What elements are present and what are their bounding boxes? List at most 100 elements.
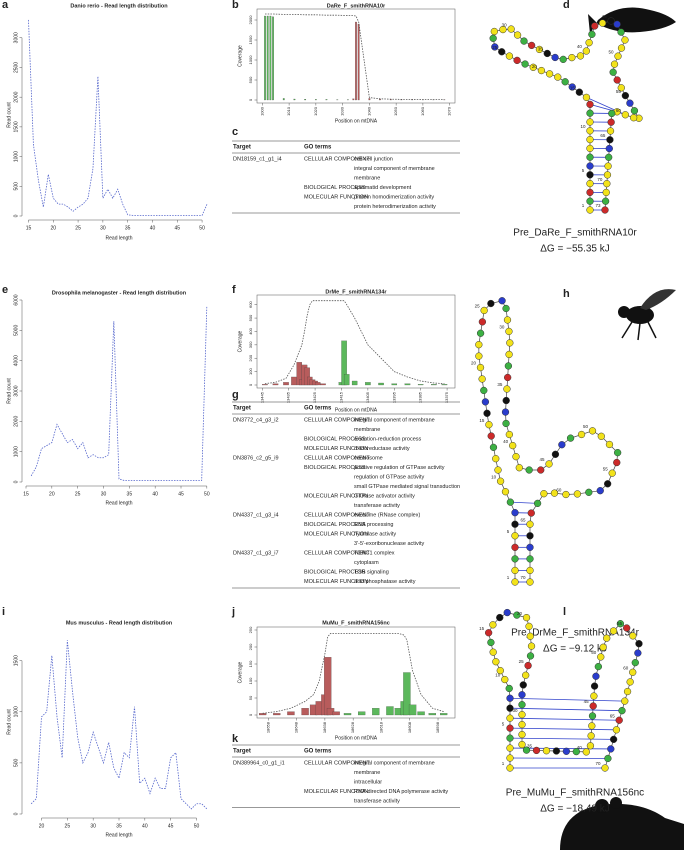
target-id: DN389964_c0_g1_i1 [233, 760, 285, 766]
coverage-line [264, 300, 445, 385]
bar [379, 99, 381, 101]
nucleotide [618, 707, 626, 715]
nucleotide [599, 643, 607, 651]
nucleotide [480, 386, 488, 395]
go-category: BIOLOGICAL PROCESS [304, 569, 366, 575]
go-term: integral component of membrane [354, 417, 435, 423]
base-pair [509, 707, 622, 712]
go-category: MOLECULAR FUNCTION [304, 493, 368, 499]
panel-label: h [563, 288, 570, 300]
go-term: centrosome [354, 455, 383, 461]
nucleotide [545, 460, 553, 468]
y-axis-label: Read count [6, 378, 12, 404]
nucleotide [552, 747, 561, 755]
nucleotide [588, 427, 597, 435]
nucleotide [588, 712, 597, 720]
line-series [28, 19, 208, 216]
nucleotide [526, 578, 534, 586]
x-tick-label: 40 [142, 823, 148, 829]
y-tick-label: 150 [248, 660, 253, 667]
y-tick-label: 2000 [13, 416, 19, 427]
nucleotide [621, 111, 629, 119]
bar [352, 98, 355, 101]
nucleotide [526, 566, 534, 575]
y-tick-label: 5000 [13, 325, 19, 336]
go-category: BIOLOGICAL PROCESS [304, 522, 366, 528]
nucleotide [597, 432, 605, 440]
line-series [30, 640, 208, 810]
nucleotide [478, 375, 486, 383]
nucleotide [496, 666, 504, 675]
position-label: 25 [519, 659, 525, 664]
panel-label: j [231, 606, 235, 618]
nucleotide [634, 649, 642, 657]
go-term: regulation of GTPase activity [354, 474, 425, 480]
go-term: transferase activity [354, 798, 400, 804]
nucleotide [512, 453, 520, 461]
target-id: DN3772_c4_g3_i2 [233, 417, 279, 423]
x-tick-label: 1060 [420, 106, 425, 116]
position-label: 5 [582, 168, 585, 173]
bar [301, 708, 309, 716]
nucleotide [489, 443, 498, 451]
bar [287, 711, 295, 716]
position-label: 60 [616, 108, 622, 113]
nucleotide [526, 532, 534, 540]
position-label: 25 [492, 45, 498, 50]
chart-title: Drosophila melanogaster - Read length di… [52, 290, 187, 296]
structure-name: Pre_MuMu_F_smithRNA156nc [506, 788, 644, 799]
bar [355, 21, 357, 101]
nucleotide [608, 469, 616, 477]
nucleotide [617, 44, 626, 52]
nucleotide [501, 675, 509, 684]
nucleotide [605, 144, 613, 153]
base-pair [509, 717, 620, 721]
y-tick-label: 500 [248, 314, 253, 321]
nucleotide [525, 466, 533, 474]
nucleotide [476, 363, 485, 372]
bar [262, 384, 268, 386]
fly-silhouette [618, 289, 676, 341]
position-label: 73 [595, 203, 601, 208]
x-tick-label: 13375 [444, 391, 449, 403]
x-axis-label: Read length [106, 235, 133, 241]
nucleotide [598, 19, 607, 27]
nucleotide [635, 640, 643, 648]
position-label: 10 [495, 673, 501, 678]
go-category: MOLECULAR FUNCTION [304, 579, 368, 585]
y-tick-label: 1000 [13, 446, 19, 457]
target-id: DN3876_c2_g5_i9 [233, 455, 279, 461]
go-term: membrane [354, 770, 380, 776]
nucleotide [613, 448, 622, 457]
nucleotide [558, 441, 566, 449]
backbone [488, 612, 640, 769]
bar [391, 383, 398, 386]
position-label: 20 [471, 361, 477, 366]
go-category: BIOLOGICAL PROCESS [304, 185, 366, 191]
nucleotide [545, 70, 554, 78]
nucleotide [498, 48, 506, 56]
x-tick-label: 18638 [322, 721, 327, 733]
nucleotide [502, 419, 510, 428]
nucleotide [586, 127, 594, 135]
position-label: 5 [507, 529, 510, 534]
x-tick-label: 18618 [379, 721, 384, 733]
x-tick-label: 45 [168, 823, 174, 829]
nucleotide [602, 188, 610, 197]
x-tick-label: 35 [125, 225, 131, 231]
plot-frame [256, 8, 456, 104]
nucleotide [511, 555, 519, 563]
nucleotide [527, 509, 535, 517]
nucleotide [601, 206, 609, 214]
nucleotide [506, 339, 514, 347]
nucleotide [527, 41, 536, 50]
panel-label: k [232, 733, 239, 745]
go-term: integral component of membrane [354, 166, 435, 172]
nucleotide [506, 714, 514, 722]
nucleotide [484, 629, 493, 637]
y-tick-label: 1500 [248, 35, 253, 45]
nucleotide [575, 88, 584, 96]
nucleotide [526, 555, 534, 563]
go-term: GTPase activator activity [354, 493, 415, 499]
position-label: 1 [507, 575, 510, 580]
